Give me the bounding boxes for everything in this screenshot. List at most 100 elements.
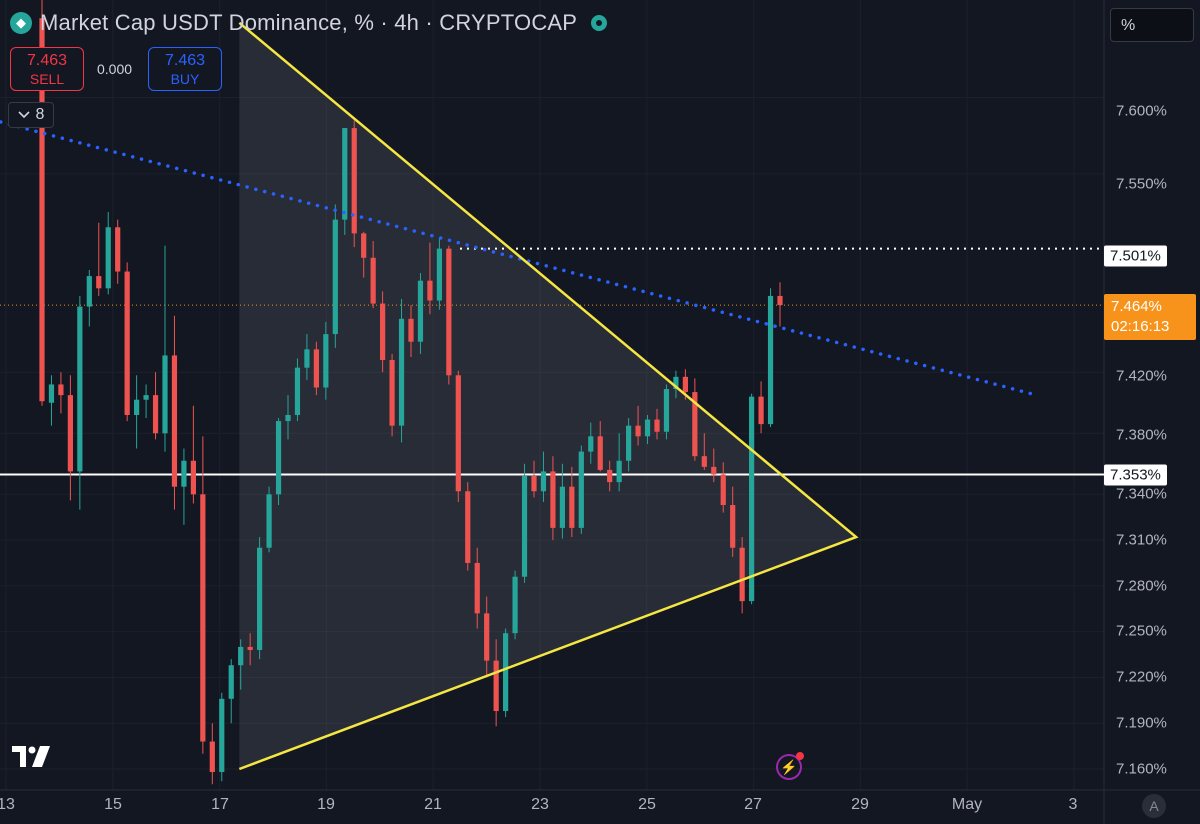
- candle-body: [361, 233, 367, 258]
- candle-body: [162, 355, 168, 434]
- symbol-title[interactable]: Market Cap USDT Dominance, % · 4h · CRYP…: [40, 10, 578, 35]
- downtrend-line: [0, 120, 1039, 397]
- sell-price: 7.463: [26, 52, 68, 69]
- candle-body: [503, 633, 509, 712]
- candle-body: [644, 419, 651, 437]
- candle-body: [171, 355, 178, 487]
- candle-body: [115, 227, 121, 272]
- candle-body: [134, 399, 140, 415]
- sell-button[interactable]: 7.463 SELL: [10, 47, 84, 91]
- y-tick-label: 7.160%: [1116, 760, 1167, 778]
- candle-body: [58, 384, 64, 396]
- candle-body: [682, 376, 688, 393]
- candle-body: [777, 295, 783, 306]
- auto-scale-button[interactable]: A: [1142, 794, 1166, 818]
- candle-body: [39, 18, 45, 402]
- candle-body: [711, 466, 717, 475]
- y-tick-label: 7.190%: [1116, 714, 1167, 732]
- x-tick-label: 19: [317, 796, 335, 813]
- candle-body: [247, 646, 253, 650]
- candle-body: [455, 375, 461, 492]
- x-tick-label: 23: [531, 796, 549, 813]
- candle-body: [654, 419, 660, 432]
- candle-body: [521, 476, 528, 577]
- candle-body: [370, 257, 376, 304]
- candle-body: [190, 460, 196, 495]
- candle-body: [380, 303, 386, 361]
- candle-body: [332, 219, 338, 335]
- candle-body: [569, 486, 575, 528]
- spread-value: 0.000: [97, 61, 133, 77]
- tradingview-logo-icon[interactable]: [10, 744, 54, 770]
- candle-body: [200, 494, 206, 742]
- candle-body: [597, 436, 603, 470]
- tether-diamond-icon: ◆: [10, 12, 32, 34]
- candle-body: [720, 474, 726, 506]
- candle-body: [484, 613, 490, 661]
- candle-body: [559, 486, 565, 528]
- x-tick-label: 21: [424, 796, 442, 813]
- candle-body: [86, 276, 92, 307]
- buy-button[interactable]: 7.463 BUY: [148, 47, 222, 91]
- candle-body: [323, 334, 329, 388]
- candle-body: [749, 396, 755, 602]
- candle-body: [266, 494, 272, 548]
- bar-countdown: 02:16:13: [1111, 318, 1170, 335]
- candle-body: [105, 227, 111, 289]
- candle-body: [181, 460, 187, 487]
- candle-body: [152, 395, 159, 434]
- candle-body: [228, 665, 234, 699]
- candle-body: [209, 741, 215, 773]
- y-tick-label: 7.600%: [1116, 102, 1167, 120]
- candle-body: [143, 395, 149, 400]
- triangle-outline: [238, 21, 859, 771]
- buy-price: 7.463: [164, 52, 206, 69]
- y-tick-label: 7.310%: [1116, 531, 1167, 549]
- market-status-dot-icon[interactable]: [591, 15, 608, 31]
- x-tick-label: 29: [851, 796, 869, 813]
- y-tick-label: 7.280%: [1116, 577, 1167, 595]
- y-tick-label: 7.550%: [1116, 175, 1167, 193]
- y-tick-label: 7.220%: [1116, 668, 1167, 686]
- candle-body: [692, 392, 698, 457]
- candle-body: [275, 421, 282, 495]
- candle-body: [294, 367, 301, 415]
- candle-body: [77, 306, 83, 472]
- candle-body: [427, 280, 433, 301]
- candle-body: [767, 295, 774, 425]
- x-tick-label: 25: [638, 796, 656, 813]
- candle-body: [607, 469, 613, 483]
- candle-body: [673, 376, 679, 390]
- candle-body: [124, 271, 130, 415]
- candle-body: [96, 276, 102, 289]
- candle-body: [351, 128, 357, 234]
- indicators-toggle-button[interactable]: 8: [8, 102, 54, 128]
- candle-body: [758, 396, 764, 425]
- candle-body: [389, 360, 395, 426]
- y-tick-label: 7.340%: [1116, 485, 1167, 503]
- unit-selector[interactable]: %: [1110, 8, 1194, 42]
- candle-body: [730, 505, 736, 548]
- last-price-value: 7.464%: [1111, 298, 1162, 315]
- candle-body: [540, 471, 547, 492]
- symbol-header: ◆ Market Cap USDT Dominance, % · 4h · CR…: [10, 8, 608, 38]
- resistance-price-badge: 7.501%: [1104, 245, 1167, 267]
- last-price-badge: 7.464% 02:16:13: [1104, 294, 1196, 340]
- candle-body: [417, 280, 424, 342]
- triangle-fill: [239, 22, 857, 769]
- candle-body: [446, 248, 452, 376]
- candle-body: [616, 460, 622, 483]
- lightning-icon[interactable]: ⚡: [776, 752, 804, 780]
- candle-body: [474, 562, 480, 614]
- candle-body: [436, 248, 442, 301]
- candle-body: [635, 425, 641, 437]
- y-tick-label: 7.380%: [1116, 426, 1167, 444]
- x-tick-label: 3: [1068, 796, 1078, 813]
- candle-body: [701, 456, 707, 467]
- candle-body: [493, 660, 499, 712]
- candle-body: [304, 349, 310, 368]
- chevron-down-icon: [17, 111, 30, 119]
- x-tick-label: 17: [211, 796, 229, 813]
- candle-body: [531, 476, 537, 492]
